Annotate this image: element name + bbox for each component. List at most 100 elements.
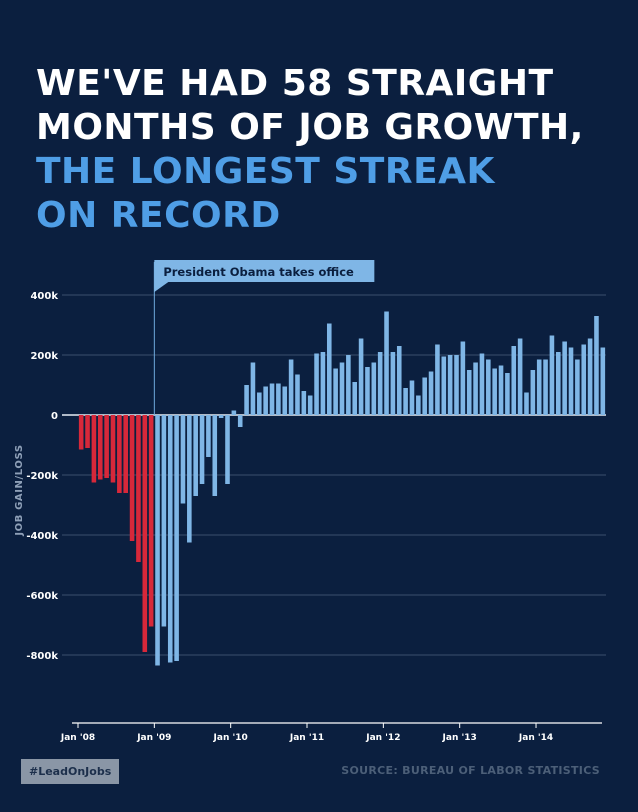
- bar-after-office: [288, 359, 294, 415]
- bar-after-office: [244, 385, 249, 415]
- bar-after-office: [479, 353, 485, 415]
- bar-after-office: [301, 391, 307, 415]
- bar-after-office: [524, 392, 529, 415]
- bar-after-office: [594, 316, 599, 415]
- bar-after-office: [307, 395, 313, 415]
- bar-after-office: [365, 367, 370, 415]
- annotation-text: President Obama takes office: [163, 265, 354, 279]
- bar-after-office: [568, 347, 574, 415]
- x-tick-label: Jan '12: [365, 733, 400, 743]
- bar-after-office: [257, 392, 262, 415]
- bar-after-office: [435, 344, 440, 415]
- bar-after-office: [473, 362, 478, 415]
- headline-line-2: MONTHS OF JOB GROWTH,: [36, 107, 584, 148]
- bar-after-office: [428, 371, 434, 415]
- bar-after-office: [549, 335, 555, 415]
- bar-after-office: [416, 395, 421, 415]
- bar-after-office: [403, 388, 408, 415]
- y-tick-label: -800k: [26, 651, 58, 662]
- bar-after-office: [517, 338, 523, 415]
- bar-after-office: [161, 415, 167, 627]
- bar-after-office: [511, 346, 517, 415]
- hashtag-badge: #LeadOnJobs: [21, 759, 120, 784]
- bar-after-office: [562, 341, 567, 415]
- headline-line-4: ON RECORD: [36, 195, 281, 236]
- source-note: SOURCE: BUREAU OF LABOR STATISTICS: [341, 764, 600, 777]
- bar-after-office: [263, 386, 268, 415]
- bar-after-office: [250, 362, 256, 415]
- bar-after-office: [282, 386, 288, 415]
- y-tick-label: 400k: [30, 291, 58, 302]
- bar-before-office: [142, 415, 148, 652]
- bar-after-office: [358, 338, 364, 415]
- bar-before-office: [104, 415, 109, 478]
- bar-before-office: [117, 415, 122, 493]
- bar-after-office: [218, 415, 224, 418]
- bar-after-office: [333, 368, 338, 415]
- x-tick-label: Jan '08: [60, 733, 95, 743]
- bar-after-office: [371, 362, 377, 415]
- bar-after-office: [276, 383, 281, 415]
- bar-after-office: [187, 415, 192, 543]
- bar-after-office: [377, 352, 383, 415]
- bar-before-office: [123, 415, 129, 493]
- bar-after-office: [492, 368, 497, 415]
- bar-before-office: [110, 415, 116, 483]
- bar-before-office: [136, 415, 141, 562]
- bar-after-office: [180, 415, 186, 504]
- bar-after-office: [587, 338, 593, 415]
- bar-after-office: [575, 359, 580, 415]
- bar-after-office: [206, 415, 211, 457]
- bar-after-office: [396, 346, 402, 415]
- x-tick-label: Jan '11: [289, 733, 324, 743]
- bar-after-office: [352, 382, 358, 415]
- bar-after-office: [505, 373, 510, 415]
- bar-after-office: [295, 374, 300, 415]
- bar-after-office: [454, 355, 459, 415]
- bar-before-office: [148, 415, 154, 627]
- bar-after-office: [346, 355, 351, 415]
- bar-before-office: [129, 415, 135, 541]
- y-tick-label: -200k: [26, 471, 58, 482]
- y-axis-label: JOB GAIN/LOSS: [14, 444, 25, 536]
- bar-after-office: [600, 347, 606, 415]
- bar-after-office: [409, 380, 415, 415]
- bar-after-office: [441, 356, 447, 415]
- y-tick-label: -400k: [26, 531, 58, 542]
- bar-after-office: [530, 370, 536, 415]
- x-tick-label: Jan '13: [442, 733, 477, 743]
- bar-after-office: [390, 352, 396, 415]
- bar-after-office: [543, 359, 548, 415]
- bar-after-office: [466, 370, 472, 415]
- annotation-layer: President Obama takes office: [153, 260, 375, 415]
- bar-after-office: [212, 415, 218, 496]
- bar-after-office: [155, 415, 160, 666]
- bar-after-office: [225, 415, 230, 484]
- x-tick-label: Jan '14: [518, 733, 553, 743]
- x-tick-label: Jan '09: [136, 733, 171, 743]
- bar-after-office: [269, 383, 275, 415]
- axis-layer: 400k 200k 0 -200k -400k -600k -800k JOB GAIN/LO…: [14, 291, 602, 743]
- bar-before-office: [91, 415, 97, 483]
- bar-after-office: [555, 352, 561, 415]
- headline-line-1: WE'VE HAD 58 STRAIGHT: [36, 63, 554, 104]
- job-growth-chart: 400k 200k 0 -200k -400k -600k -800k JOB GAIN/LO…: [14, 260, 606, 743]
- x-tick-label: Jan '10: [213, 733, 248, 743]
- annotation-flag: [154, 260, 375, 292]
- bar-after-office: [314, 353, 319, 415]
- bar-after-office: [237, 415, 243, 427]
- bar-before-office: [78, 415, 84, 450]
- bar-after-office: [193, 415, 198, 496]
- headline-line-3: THE LONGEST STREAK: [36, 151, 495, 192]
- bar-after-office: [199, 415, 205, 484]
- bar-after-office: [447, 355, 453, 415]
- bars-layer: [78, 311, 606, 666]
- bar-after-office: [320, 352, 326, 415]
- bar-after-office: [231, 410, 237, 415]
- bar-after-office: [384, 311, 389, 415]
- bar-after-office: [498, 365, 504, 415]
- bar-before-office: [85, 415, 90, 448]
- bar-before-office: [97, 415, 103, 480]
- bar-after-office: [339, 362, 345, 415]
- bar-after-office: [486, 359, 491, 415]
